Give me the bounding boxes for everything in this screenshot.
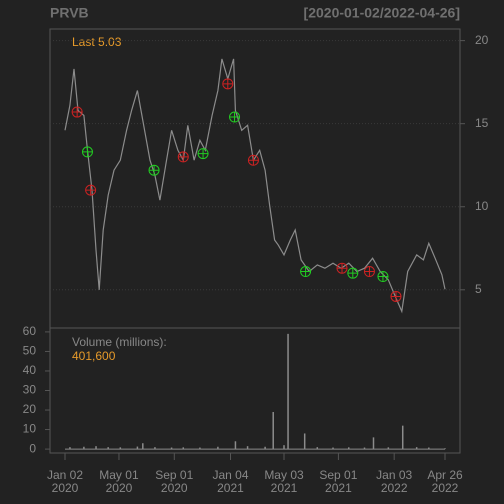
marker-cross [85, 185, 96, 196]
date-range: [2020-01-02/2022-04-26] [304, 5, 460, 21]
volume-last: 401,600 [72, 349, 116, 363]
chart-title: PRVB [50, 5, 89, 21]
price-line [64, 58, 446, 314]
trade-marker [71, 106, 83, 118]
x-tick-label: Jan 03 2022 [376, 468, 413, 495]
y-tick-label: 10 [475, 199, 489, 213]
marker-cross [82, 146, 93, 157]
y-tick-label: 5 [475, 282, 482, 296]
marker-cross [390, 291, 401, 302]
trade-marker [197, 148, 209, 160]
marker-cross [72, 107, 83, 118]
trade-marker [336, 262, 348, 274]
marker-cross [300, 266, 311, 277]
x-tick-label: Sep 01 2021 [319, 468, 358, 495]
y-tick-label: 20 [23, 402, 37, 416]
marker-cross [178, 151, 189, 162]
marker-cross [248, 155, 259, 166]
marker-cross [377, 271, 388, 282]
x-tick-label: Jan 02 2020 [46, 468, 84, 495]
y-tick-label: 10 [23, 422, 37, 436]
volume-title: Volume (millions): [72, 335, 167, 349]
trade-marker [81, 146, 93, 158]
trade-marker [390, 290, 402, 302]
x-tick-label: May 03 2021 [264, 468, 304, 495]
marker-cross [198, 148, 209, 159]
last-label: Last 5.03 [72, 35, 122, 49]
trade-marker [148, 164, 160, 176]
x-tick-label: Apr 26 2022 [427, 468, 463, 495]
trade-marker [177, 151, 189, 163]
trade-marker [85, 184, 97, 196]
marker-cross [337, 263, 348, 274]
y-tick-label: 40 [23, 363, 37, 377]
y-tick-label: 15 [475, 116, 489, 130]
marker-cross [229, 112, 240, 123]
x-tick-label: Sep 01 2020 [155, 468, 194, 495]
trade-marker [347, 267, 359, 279]
y-tick-label: 30 [23, 383, 37, 397]
marker-cross [149, 165, 160, 176]
marker-cross [364, 266, 375, 277]
marker-cross [347, 268, 358, 279]
x-tick-label: May 01 2020 [99, 468, 139, 495]
marker-cross [222, 78, 233, 89]
trade-marker [363, 266, 375, 278]
y-tick-label: 50 [23, 344, 37, 358]
trade-marker [229, 111, 241, 123]
trade-marker [247, 154, 259, 166]
y-tick-label: 20 [475, 33, 489, 47]
y-tick-label: 0 [29, 441, 36, 455]
trade-marker [377, 271, 389, 283]
x-tick-label: Jan 04 2021 [212, 468, 249, 495]
trade-marker [300, 266, 312, 278]
trade-marker [222, 78, 234, 90]
y-tick-label: 60 [23, 324, 37, 338]
